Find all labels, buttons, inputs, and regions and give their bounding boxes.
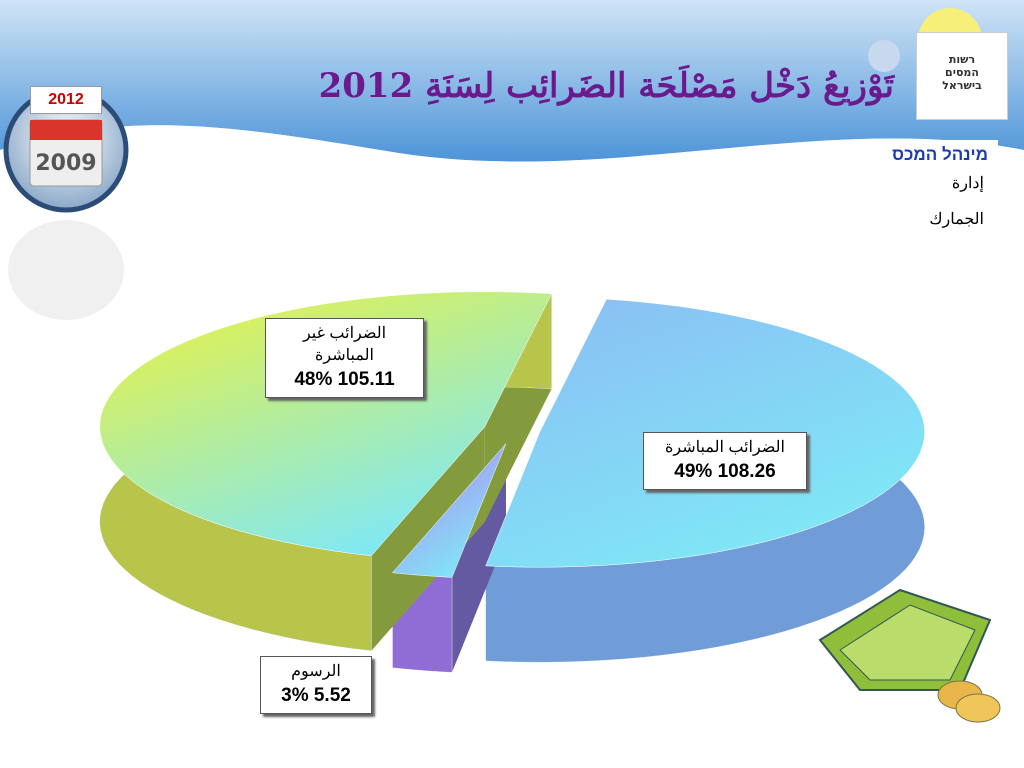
logo-text: רשות המסים בישראל — [942, 53, 982, 92]
slice-top — [391, 443, 507, 578]
sidebar-text: إدارة — [951, 175, 984, 192]
data-label: الضرائب المباشرة 49% 108.26 — [643, 432, 807, 490]
value-label: 3% 5.52 — [281, 685, 351, 706]
category-label: الضرائب المباشرة — [665, 439, 785, 456]
sidebar-text: الجمارك — [929, 211, 984, 228]
sidebar-heading: מינהל המכס — [886, 140, 998, 166]
sidebar: מינהל המכס إدارة الجمارك — [886, 140, 998, 238]
value-label: 49% 108.26 — [674, 461, 776, 482]
slice-top — [99, 291, 552, 556]
reflection — [8, 220, 124, 320]
bubble — [868, 40, 900, 72]
data-label: الضرائب غير المباشرة 48% 105.11 — [265, 318, 424, 398]
money-clipart — [818, 588, 1001, 723]
value-label: 48% 105.11 — [294, 369, 395, 390]
logo: רשות המסים בישראל — [916, 32, 1008, 120]
category-label: الضرائب غير المباشرة — [302, 325, 387, 364]
data-label: الرسوم 3% 5.52 — [260, 656, 372, 714]
slide-title: تَوْزيعُ دَخْل مَصْلَحَة الضَرائِب لِسَن… — [318, 66, 894, 106]
header-stripe — [0, 125, 1024, 178]
category-label: الرسوم — [291, 663, 341, 680]
year-badge: 2012 — [30, 86, 102, 114]
header-wave — [0, 0, 1024, 162]
calendar-top — [30, 120, 102, 140]
calendar-year: 2009 — [35, 151, 96, 176]
